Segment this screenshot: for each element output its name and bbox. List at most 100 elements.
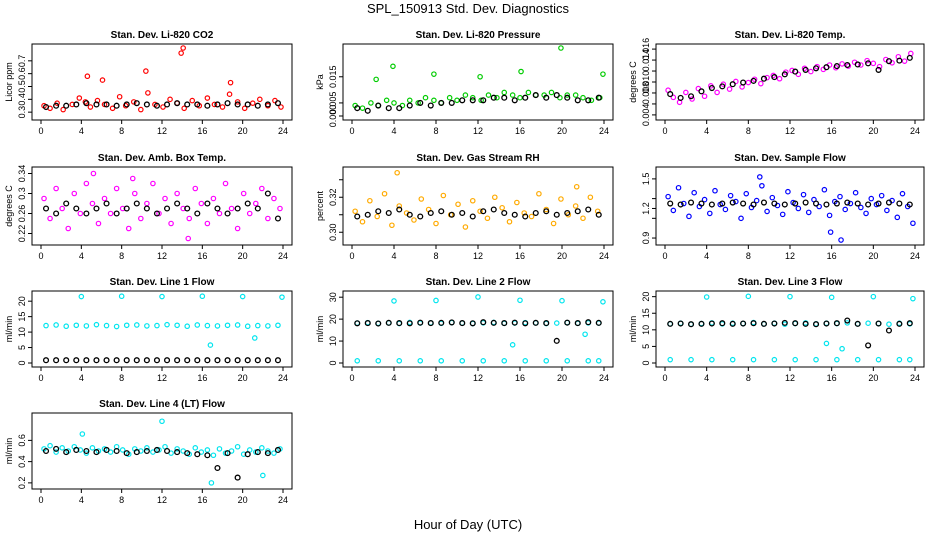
data-point xyxy=(145,90,151,96)
data-point xyxy=(536,190,542,197)
hourly-mean-point xyxy=(812,200,820,207)
data-point xyxy=(394,169,400,176)
x-tick-label: 24 xyxy=(278,126,288,136)
data-point xyxy=(572,203,579,209)
data-point xyxy=(192,445,199,451)
hourly-mean-point xyxy=(501,209,508,217)
data-point xyxy=(396,358,403,364)
y-tick-label: 0.2 xyxy=(17,477,27,490)
data-point xyxy=(41,195,47,202)
data-point xyxy=(484,215,491,222)
data-point xyxy=(585,358,592,364)
data-point xyxy=(265,323,271,329)
hourly-mean-point xyxy=(448,211,455,218)
hourly-mean-point xyxy=(133,357,140,364)
data-point xyxy=(886,321,892,327)
x-tick-label: 12 xyxy=(473,373,483,383)
hourly-mean-point xyxy=(896,320,903,327)
hourly-mean-point xyxy=(781,319,788,326)
data-point xyxy=(150,180,156,187)
hourly-mean-point xyxy=(364,320,371,327)
hourly-mean-point xyxy=(244,200,251,207)
plot-marks xyxy=(352,169,602,230)
x-tick-label: 4 xyxy=(391,373,396,383)
hourly-mean-point xyxy=(93,205,100,212)
hourly-mean-point xyxy=(448,319,455,326)
data-point xyxy=(764,74,770,81)
data-point xyxy=(564,92,571,98)
x-tick-label: 20 xyxy=(238,251,248,261)
hourly-mean-point xyxy=(63,357,70,364)
hourly-mean-point xyxy=(729,320,736,327)
hourly-mean-point xyxy=(385,209,392,217)
data-point xyxy=(522,358,529,364)
figure-title: SPL_150913 Std. Dev. Diagnostics xyxy=(366,1,570,16)
hourly-mean-point xyxy=(244,451,251,458)
hourly-mean-point xyxy=(771,200,778,207)
data-point xyxy=(154,322,160,329)
hourly-mean-point xyxy=(406,211,413,218)
hourly-mean-point xyxy=(354,320,361,327)
y-tick-label: 1.2 xyxy=(641,202,651,215)
hourly-mean-point xyxy=(490,206,497,213)
hourly-mean-point xyxy=(708,201,715,208)
x-tick-label: 12 xyxy=(473,126,483,136)
hourly-mean-point xyxy=(103,200,110,207)
data-point xyxy=(113,323,120,330)
data-point xyxy=(47,215,53,222)
data-point xyxy=(375,358,382,364)
data-point xyxy=(729,356,736,363)
data-point xyxy=(109,105,116,112)
data-point xyxy=(865,320,871,326)
data-point xyxy=(194,322,201,328)
data-point xyxy=(727,192,734,199)
x-tick-label: 12 xyxy=(157,373,167,383)
hourly-mean-point xyxy=(844,199,851,206)
x-tick-label: 4 xyxy=(704,251,709,261)
data-point xyxy=(845,63,852,69)
y-tick-label: 0.3 xyxy=(17,187,27,200)
hourly-mean-point xyxy=(896,57,903,64)
hourly-mean-point xyxy=(729,81,736,88)
data-point xyxy=(216,446,223,452)
x-tick-label: 4 xyxy=(79,251,84,261)
data-point xyxy=(198,200,205,207)
data-point xyxy=(265,448,271,454)
data-point xyxy=(180,45,186,51)
x-tick-label: 8 xyxy=(119,495,124,505)
data-point xyxy=(240,190,247,197)
data-point xyxy=(89,445,96,451)
x-tick-label: 8 xyxy=(746,126,751,136)
plot-marks xyxy=(41,418,283,486)
data-point xyxy=(144,445,150,451)
data-point xyxy=(776,75,783,82)
data-point xyxy=(144,200,150,207)
data-point xyxy=(858,62,864,68)
x-tick-label: 20 xyxy=(868,126,878,136)
y-tick-label: 0.010 xyxy=(641,71,651,94)
x-tick-label: 12 xyxy=(785,126,795,136)
x-tick-label: 0 xyxy=(349,126,354,136)
data-point xyxy=(278,104,284,110)
data-point xyxy=(159,293,165,300)
hourly-mean-point xyxy=(274,215,282,222)
hourly-mean-point xyxy=(427,209,434,217)
data-point xyxy=(204,95,211,101)
hourly-mean-point xyxy=(264,450,271,457)
data-point xyxy=(352,208,358,215)
hourly-mean-point xyxy=(364,211,371,218)
hourly-mean-point xyxy=(153,357,161,364)
hourly-mean-point xyxy=(812,65,820,72)
data-point xyxy=(813,356,819,363)
hourly-mean-point xyxy=(574,320,581,327)
plot-frame xyxy=(655,43,925,121)
data-point xyxy=(667,356,674,363)
hourly-mean-point xyxy=(254,357,261,364)
data-point xyxy=(517,94,523,101)
hourly-mean-point xyxy=(698,88,705,95)
hourly-mean-point xyxy=(264,190,271,197)
data-point xyxy=(78,293,85,300)
x-tick-label: 0 xyxy=(662,126,667,136)
hourly-mean-point xyxy=(123,101,130,108)
data-point xyxy=(564,358,571,364)
